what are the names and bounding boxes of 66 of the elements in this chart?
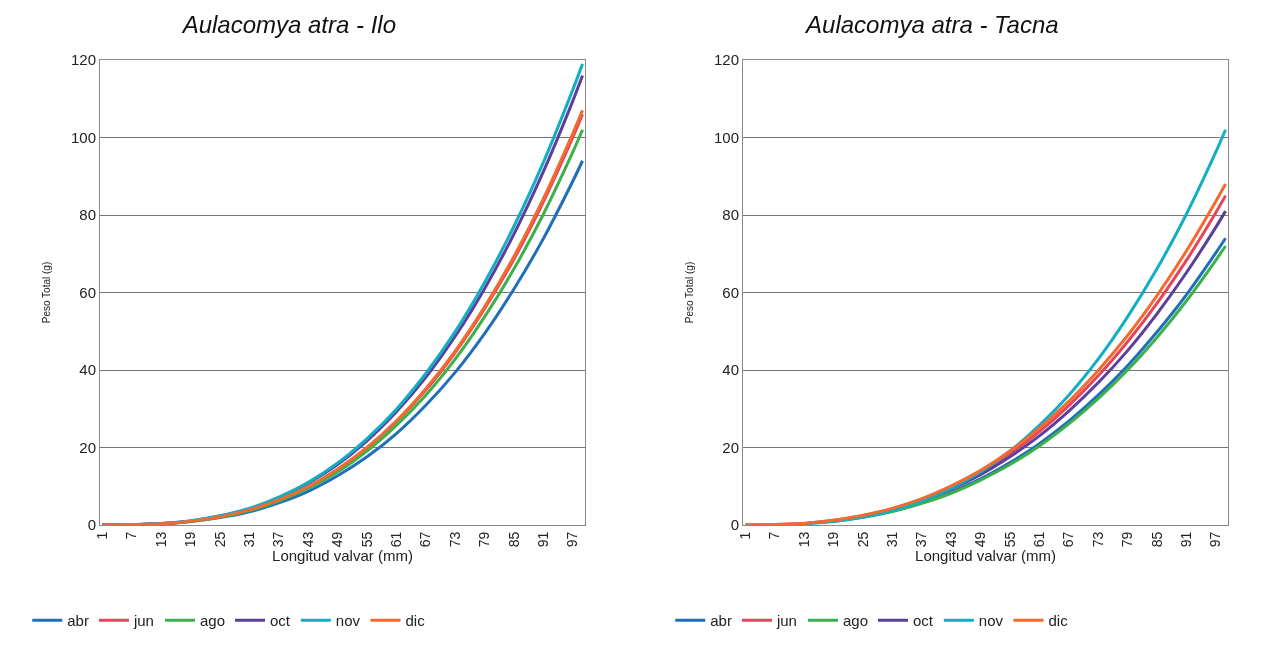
- y-axis-title: Peso Total (g): [683, 261, 695, 324]
- x-tick-label: 79: [1119, 531, 1136, 548]
- x-tick-label: 7: [123, 531, 140, 540]
- y-tick-label: 0: [87, 516, 96, 534]
- x-tick-label: 73: [446, 531, 463, 548]
- x-axis-title: Longitud valvar (mm): [272, 547, 413, 565]
- x-tick-label: 79: [476, 531, 493, 548]
- y-tick-label: 120: [70, 51, 96, 69]
- y-tick-label: 120: [713, 51, 739, 69]
- x-axis-title: Longitud valvar (mm): [915, 547, 1056, 565]
- y-tick-label: 20: [722, 438, 739, 456]
- chart-title: Aulacomya atra - Tacna: [804, 11, 1059, 39]
- legend-label: jun: [132, 612, 154, 630]
- x-tick-label: 49: [329, 531, 346, 548]
- x-tick-label: 49: [972, 531, 989, 548]
- legend-label: oct: [270, 612, 291, 630]
- y-tick-label: 80: [79, 206, 96, 224]
- legend-label: nov: [335, 612, 361, 630]
- y-axis-title: Peso Total (g): [40, 261, 52, 324]
- x-tick-label: 13: [795, 531, 812, 548]
- y-tick-label: 40: [79, 361, 96, 379]
- y-tick-label: 40: [722, 361, 739, 379]
- x-tick-label: 91: [1177, 531, 1194, 548]
- x-tick-label: 61: [387, 531, 404, 548]
- legend-label: abr: [710, 612, 732, 630]
- x-tick-label: 25: [211, 531, 228, 548]
- x-tick-label: 1: [737, 531, 753, 540]
- y-tick-label: 100: [70, 128, 96, 146]
- x-tick-label: 31: [883, 531, 900, 548]
- legend-label: jun: [775, 612, 797, 630]
- legend-label: nov: [978, 612, 1004, 630]
- legend-label: dic: [1048, 612, 1069, 630]
- legend-label: ago: [842, 612, 868, 630]
- x-tick-label: 61: [1030, 531, 1047, 548]
- x-tick-label: 43: [942, 531, 959, 548]
- x-tick-label: 19: [825, 531, 842, 548]
- x-tick-label: 19: [182, 531, 199, 548]
- legend-label: ago: [199, 612, 225, 630]
- x-tick-label: 1: [94, 531, 110, 540]
- chart-title: Aulacomya atra - Ilo: [180, 11, 397, 39]
- x-tick-label: 67: [417, 531, 434, 548]
- x-tick-label: 97: [564, 531, 581, 548]
- y-tick-label: 100: [713, 128, 739, 146]
- y-tick-label: 0: [730, 516, 739, 534]
- y-tick-label: 60: [722, 283, 739, 301]
- y-tick-label: 80: [722, 206, 739, 224]
- legend-label: abr: [67, 612, 89, 630]
- y-tick-label: 20: [79, 438, 96, 456]
- legend-label: dic: [405, 612, 426, 630]
- x-tick-label: 91: [534, 531, 551, 548]
- x-tick-label: 55: [1001, 531, 1018, 548]
- x-tick-label: 67: [1060, 531, 1077, 548]
- x-tick-label: 37: [913, 531, 930, 548]
- x-tick-label: 31: [240, 531, 257, 548]
- x-tick-label: 13: [152, 531, 169, 548]
- x-tick-label: 73: [1089, 531, 1106, 548]
- y-tick-label: 60: [79, 283, 96, 301]
- x-tick-label: 97: [1207, 531, 1224, 548]
- x-tick-label: 7: [766, 531, 783, 540]
- legend-label: oct: [913, 612, 934, 630]
- x-tick-label: 37: [270, 531, 287, 548]
- x-tick-label: 55: [358, 531, 375, 548]
- x-tick-label: 85: [1148, 531, 1165, 548]
- x-tick-label: 43: [299, 531, 316, 548]
- x-tick-label: 25: [854, 531, 871, 548]
- x-tick-label: 85: [505, 531, 522, 548]
